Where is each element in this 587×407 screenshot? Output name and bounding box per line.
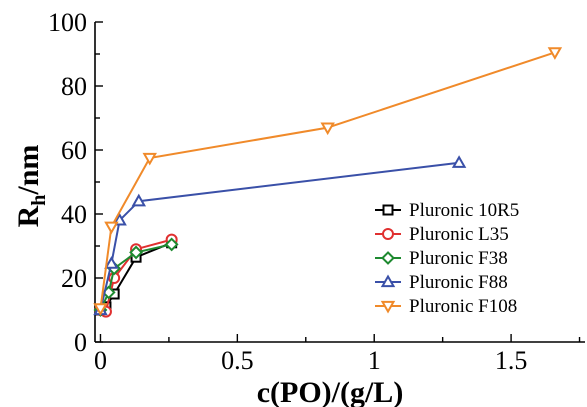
legend-entry: Pluronic F38 bbox=[375, 248, 508, 269]
legend-entry: Pluronic F88 bbox=[375, 272, 508, 293]
axes: 0 20 40 60 80 100 0 0.5 1 1.5 bbox=[48, 8, 585, 375]
series-layer bbox=[93, 47, 563, 318]
x-tick-label: 1 bbox=[368, 346, 381, 375]
y-tick-label: 0 bbox=[74, 328, 87, 357]
legend-entry: Pluronic 10R5 bbox=[375, 200, 519, 221]
y-tick-label: 60 bbox=[61, 136, 87, 165]
data-point bbox=[547, 47, 563, 60]
legend-entry: Pluronic F108 bbox=[375, 296, 517, 317]
legend-marker bbox=[380, 274, 396, 288]
series-line bbox=[99, 161, 460, 311]
data-point bbox=[164, 237, 179, 252]
series-line bbox=[99, 51, 556, 309]
legend-marker bbox=[381, 251, 395, 265]
data-point bbox=[142, 152, 157, 166]
y-tick-label: 80 bbox=[61, 72, 87, 101]
series-4 bbox=[93, 47, 563, 316]
x-axis-title: c(PO)/(g/L) bbox=[257, 376, 404, 407]
data-point bbox=[104, 256, 119, 269]
legend-marker bbox=[382, 228, 394, 240]
legend-marker bbox=[380, 300, 396, 314]
y-tick-label: 40 bbox=[61, 200, 87, 229]
y-axis-title-suffix: /nm bbox=[12, 145, 45, 196]
legend-entry: Pluronic L35 bbox=[375, 224, 509, 245]
legend-label: Pluronic 10R5 bbox=[409, 200, 519, 221]
legend-label: Pluronic L35 bbox=[409, 224, 509, 245]
x-tick-label: 0.5 bbox=[221, 346, 254, 375]
y-axis-title: Rh/nm bbox=[12, 145, 50, 228]
legend-label: Pluronic F88 bbox=[409, 272, 508, 293]
y-tick-label: 100 bbox=[48, 8, 87, 37]
y-axis-title-sub: h bbox=[28, 195, 50, 206]
x-tick-label: 0 bbox=[94, 346, 107, 375]
data-point bbox=[131, 193, 147, 207]
legend-marker bbox=[382, 204, 394, 216]
legend-label: Pluronic F38 bbox=[409, 248, 508, 269]
data-point bbox=[93, 303, 108, 316]
y-tick-label: 20 bbox=[61, 264, 87, 293]
data-point bbox=[104, 221, 119, 235]
data-point bbox=[320, 122, 335, 136]
data-point bbox=[451, 155, 467, 168]
legend-label: Pluronic F108 bbox=[409, 296, 517, 317]
y-axis-title-main: R bbox=[12, 205, 45, 227]
x-tick-label: 1.5 bbox=[495, 346, 528, 375]
legend: Pluronic 10R5 Pluronic L35 Pluronic F38 Plu… bbox=[375, 200, 519, 317]
data-point bbox=[129, 245, 143, 260]
